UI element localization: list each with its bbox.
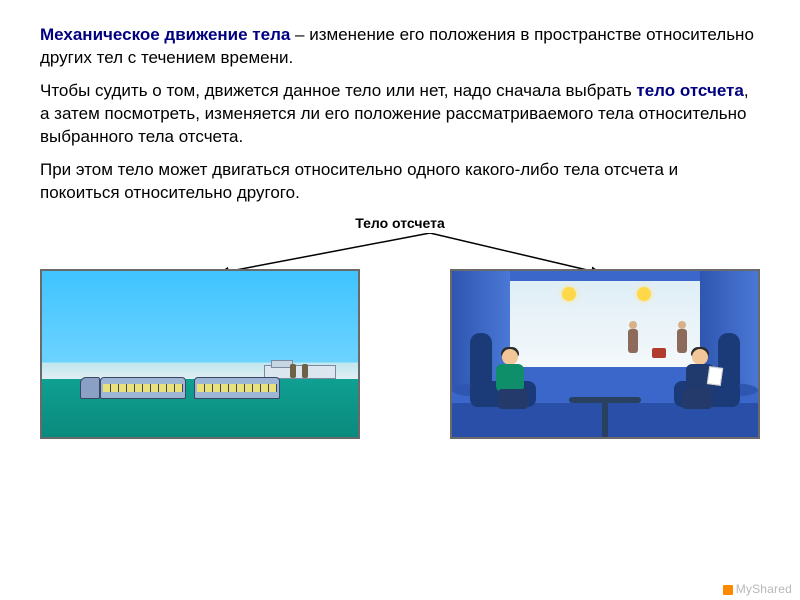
watermark-text: MyShared (736, 582, 792, 596)
train-car-1 (100, 377, 186, 399)
reference-body-caption: Тело отсчета (355, 215, 444, 231)
ceiling-lamp-2 (637, 287, 651, 301)
term-reference-body: тело отсчета (636, 81, 743, 100)
train-cab (80, 377, 100, 399)
arrow-to-fig-a (220, 233, 430, 273)
train-car-2 (194, 377, 280, 399)
figure-b: (б) (450, 269, 760, 439)
figure-a-panel (40, 269, 360, 439)
paragraph-2: Чтобы судить о том, движется данное тело… (40, 80, 760, 149)
figure-a: (a) (40, 269, 360, 439)
watermark-logo-icon (723, 585, 733, 595)
passenger-adult (680, 349, 718, 411)
luggage-icon (652, 348, 666, 358)
watermark: MyShared (723, 582, 792, 596)
arrow-to-fig-b (430, 233, 600, 273)
term-mechanical-motion: Механическое движение тела (40, 25, 290, 44)
train-table (569, 397, 641, 403)
caption-row: Тело отсчета (40, 215, 760, 233)
train (100, 377, 280, 399)
paragraph-2a: Чтобы судить о том, движется данное тело… (40, 81, 636, 100)
figures-row: (a) (б) (40, 269, 760, 439)
platform-person-2 (302, 364, 308, 378)
paragraph-3: При этом тело может двигаться относитель… (40, 159, 760, 205)
platform-person-1 (290, 364, 296, 378)
ceiling-lamp-1 (562, 287, 576, 301)
passenger-child (492, 349, 530, 411)
newspaper-icon (707, 366, 723, 386)
figure-b-panel (450, 269, 760, 439)
arrows-region (40, 233, 760, 273)
bystander-1 (628, 329, 638, 353)
paragraph-1: Механическое движение тела – изменение е… (40, 24, 760, 70)
